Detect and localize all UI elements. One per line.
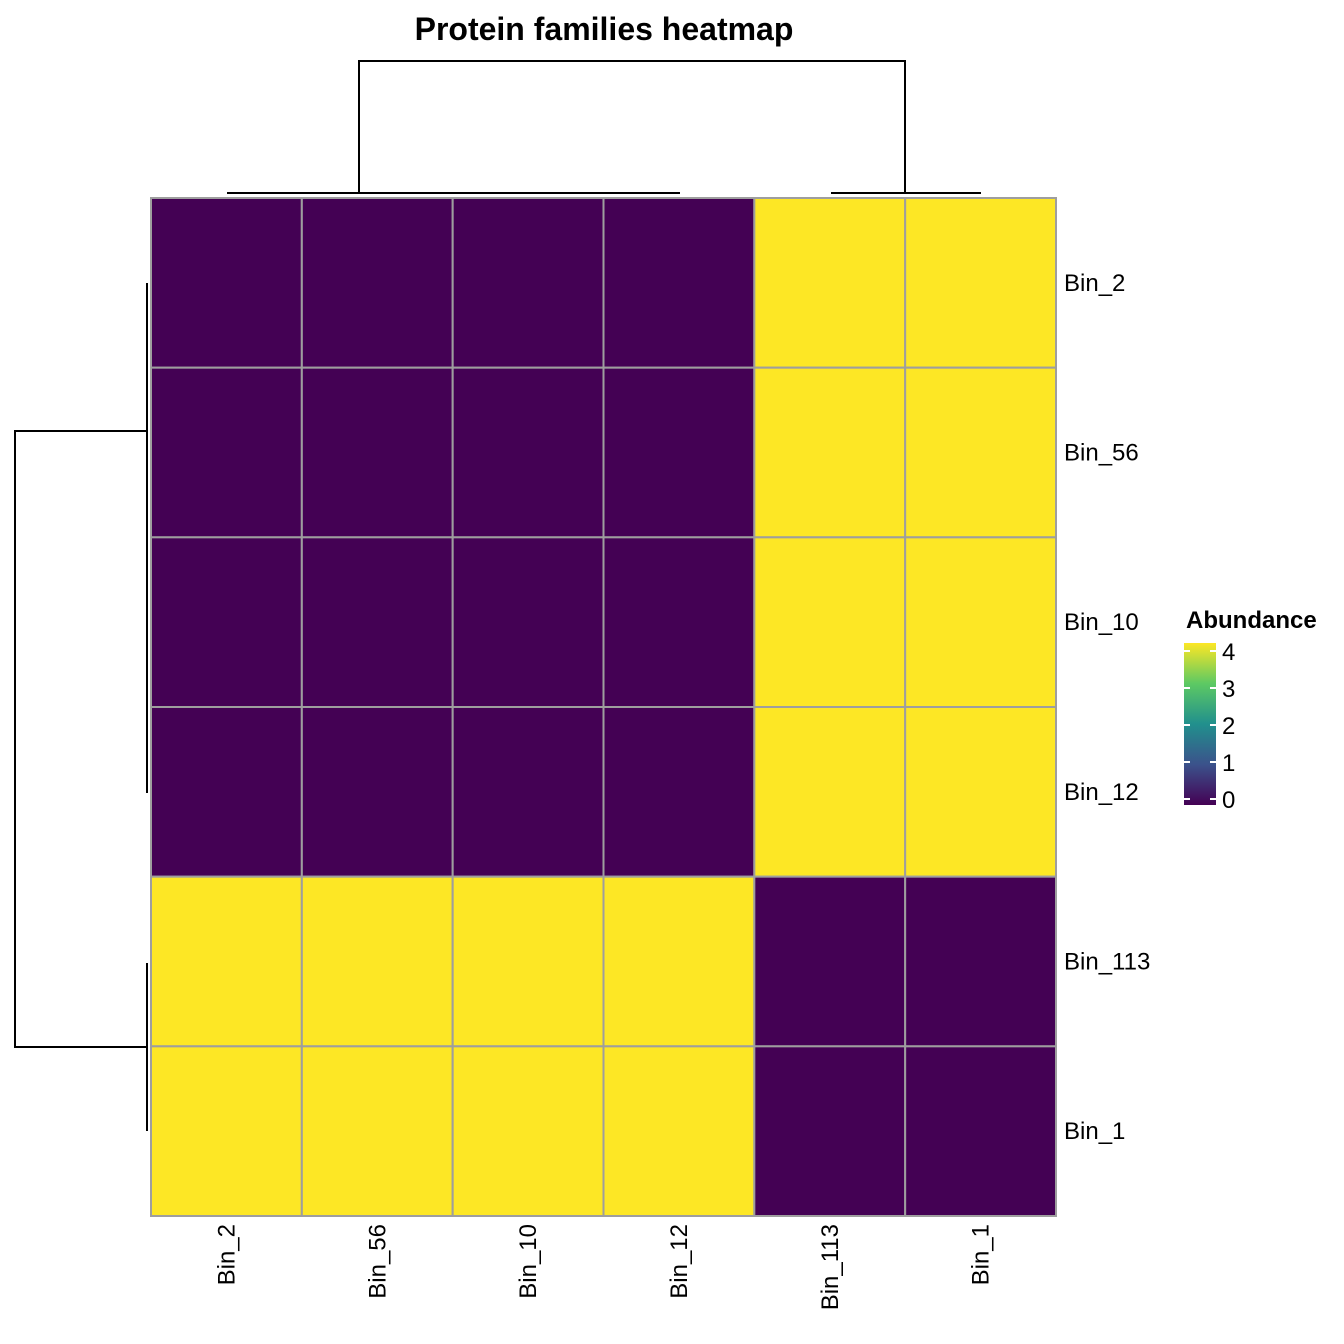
row-labels: Bin_2 Bin_56 Bin_10 Bin_12 Bin_113 Bin_1 (1064, 270, 1150, 1145)
heatmap-cell-Bin_1-Bin_56 (300, 1045, 454, 1218)
heatmap-cell-Bin_113-Bin_1 (904, 875, 1058, 1048)
row-label-Bin_10: Bin_10 (1064, 609, 1139, 636)
column-label-Bin_2: Bin_2 (213, 1224, 240, 1285)
legend-title: Abundance (1186, 607, 1317, 634)
row-label-Bin_113: Bin_113 (1064, 949, 1150, 976)
heatmap-cell-Bin_1-Bin_2 (150, 1045, 303, 1218)
heatmap-cell-Bin_56-Bin_10 (451, 366, 605, 539)
heatmap-cell-Bin_10-Bin_2 (150, 536, 303, 708)
heatmap-cell-Bin_113-Bin_113 (753, 875, 907, 1048)
heatmap-cell-Bin_2-Bin_12 (602, 197, 756, 369)
heatmap-cell-Bin_2-Bin_2 (150, 197, 303, 369)
heatmap-cell-Bin_2-Bin_1 (904, 197, 1058, 369)
heatmap-cell-Bin_2-Bin_56 (300, 197, 454, 369)
heatmap-cell-Bin_12-Bin_56 (300, 706, 454, 878)
column-dendrogram-branch (358, 60, 906, 193)
row-dendrogram-branch (14, 430, 147, 1048)
column-labels: Bin_2 Bin_56 Bin_10 Bin_12 Bin_113 Bin_1 (213, 1224, 994, 1310)
column-label-Bin_10: Bin_10 (515, 1224, 542, 1299)
heatmap-cell-Bin_113-Bin_2 (150, 875, 303, 1048)
row-dendrogram (14, 283, 148, 1131)
heatmap-cell-Bin_10-Bin_10 (451, 536, 605, 708)
color-legend: Abundance 0 1 2 3 4 (1184, 607, 1317, 814)
heatmap-cell-Bin_12-Bin_113 (753, 706, 907, 878)
heatmap-cell-Bin_12-Bin_2 (150, 706, 303, 878)
heatmap-cell-Bin_12-Bin_1 (904, 706, 1058, 878)
legend-tick-label: 3 (1222, 676, 1235, 703)
heatmap-cells (150, 197, 1058, 1218)
legend-tick-label: 4 (1222, 639, 1235, 666)
heatmap-cell-Bin_1-Bin_12 (602, 1045, 756, 1218)
heatmap-cell-Bin_56-Bin_113 (753, 366, 907, 539)
heatmap-cell-Bin_10-Bin_56 (300, 536, 454, 708)
row-label-Bin_12: Bin_12 (1064, 779, 1139, 806)
legend-tick-label: 2 (1222, 713, 1235, 740)
heatmap-cell-Bin_113-Bin_56 (300, 875, 454, 1048)
heatmap-cell-Bin_56-Bin_1 (904, 366, 1058, 539)
heatmap-cell-Bin_1-Bin_1 (904, 1045, 1058, 1218)
heatmap-cell-Bin_10-Bin_1 (904, 536, 1058, 708)
heatmap-cell-Bin_10-Bin_113 (753, 536, 907, 708)
heatmap-cell-Bin_1-Bin_10 (451, 1045, 605, 1218)
heatmap-cell-Bin_10-Bin_12 (602, 536, 756, 708)
heatmap-cell-Bin_1-Bin_113 (753, 1045, 907, 1218)
chart-title: Protein families heatmap (415, 11, 794, 47)
heatmap-cell-Bin_2-Bin_10 (451, 197, 605, 369)
column-label-Bin_56: Bin_56 (364, 1224, 391, 1299)
column-label-Bin_1: Bin_1 (968, 1224, 995, 1285)
heatmap-cell-Bin_113-Bin_12 (602, 875, 756, 1048)
heatmap-cell-Bin_56-Bin_56 (300, 366, 454, 539)
legend-tick-label: 0 (1222, 787, 1235, 814)
row-label-Bin_1: Bin_1 (1064, 1118, 1125, 1145)
heatmap-cell-Bin_12-Bin_10 (451, 706, 605, 878)
heatmap-cell-Bin_56-Bin_2 (150, 366, 303, 539)
column-label-Bin_12: Bin_12 (666, 1224, 693, 1299)
column-dendrogram (227, 60, 981, 194)
row-label-Bin_56: Bin_56 (1064, 440, 1139, 467)
heatmap-cell-Bin_56-Bin_12 (602, 366, 756, 539)
heatmap-cell-Bin_113-Bin_10 (451, 875, 605, 1048)
row-label-Bin_2: Bin_2 (1064, 270, 1125, 297)
heatmap-cell-Bin_2-Bin_113 (753, 197, 907, 369)
legend-tick-label: 1 (1222, 750, 1235, 777)
heatmap-cell-Bin_12-Bin_12 (602, 706, 756, 878)
column-label-Bin_113: Bin_113 (817, 1224, 844, 1310)
